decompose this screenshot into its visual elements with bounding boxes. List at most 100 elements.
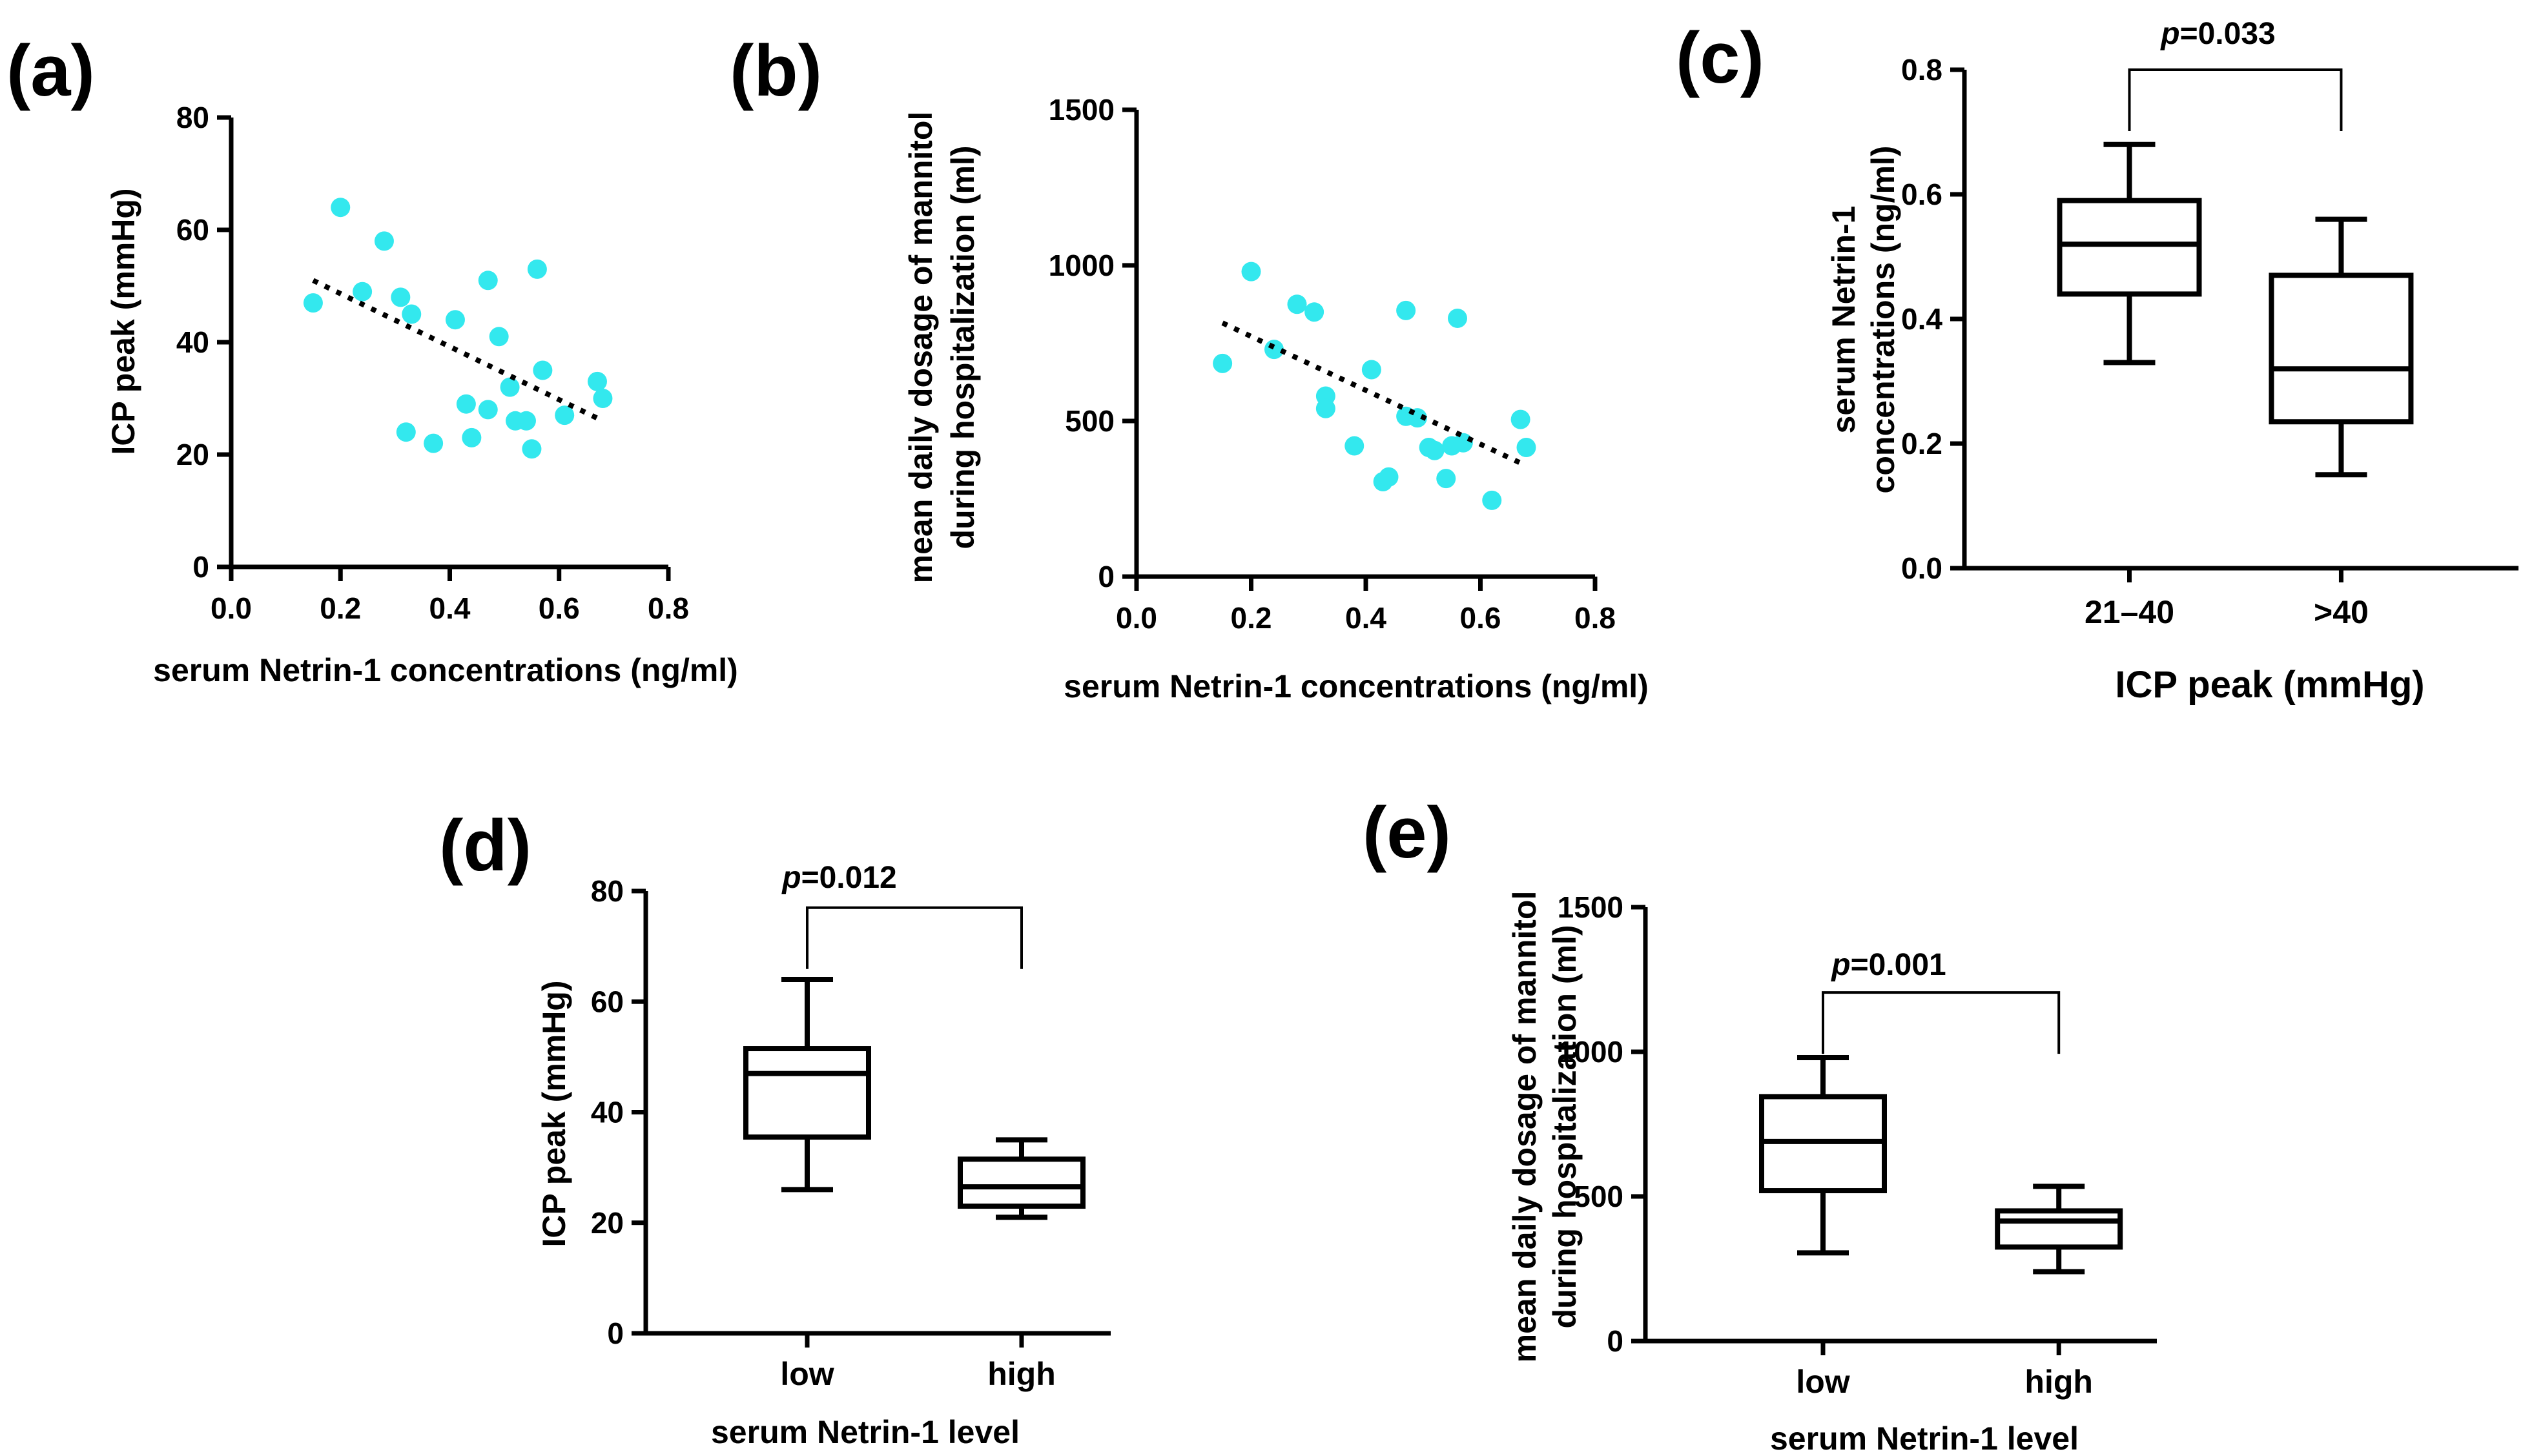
y-axis-label-d: ICP peak (mmHg) bbox=[536, 980, 572, 1247]
scatter-point-b bbox=[1516, 437, 1536, 457]
scatter-point-b bbox=[1287, 294, 1307, 314]
y-tick-label-d: 40 bbox=[591, 1096, 624, 1129]
trendline-b bbox=[1221, 320, 1522, 466]
x-category-label-e: high bbox=[2024, 1364, 2093, 1400]
scatter-point-b bbox=[1213, 353, 1233, 373]
trendline-a bbox=[312, 278, 604, 424]
x-category-label-e: low bbox=[1796, 1364, 1849, 1400]
x-tick-label-b: 0.4 bbox=[1345, 601, 1386, 635]
y-tick-label-c: 0.0 bbox=[1901, 551, 1942, 585]
y-tick-label-a: 40 bbox=[176, 325, 209, 359]
x-axis-label-e: serum Netrin-1 level bbox=[1770, 1420, 2079, 1456]
x-tick-label-a: 0.4 bbox=[429, 591, 471, 625]
y-tick-label-c: 0.2 bbox=[1901, 427, 1942, 460]
scatter-point-b bbox=[1241, 261, 1261, 282]
y-tick-label-e: 0 bbox=[1607, 1324, 1623, 1358]
y-tick-label-a: 0 bbox=[192, 550, 209, 584]
x-tick-label-a: 0.2 bbox=[320, 591, 361, 625]
scatter-point-a bbox=[353, 282, 373, 302]
y-tick-label-b: 500 bbox=[1065, 404, 1115, 438]
p-value-d: p=0.012 bbox=[781, 861, 896, 895]
y-tick-label-d: 60 bbox=[591, 985, 624, 1018]
scatter-point-b bbox=[1379, 467, 1399, 487]
y-tick-label-e: 1500 bbox=[1558, 890, 1623, 924]
x-tick-label-b: 0.8 bbox=[1574, 601, 1616, 635]
y-axis-label-c-line2: concentrations (ng/ml) bbox=[1865, 146, 1901, 494]
scatter-point-a bbox=[527, 259, 547, 279]
scatter-point-a bbox=[462, 427, 482, 447]
panel-label-a: (a) bbox=[6, 30, 95, 111]
x-tick-label-a: 0.8 bbox=[648, 591, 689, 625]
y-tick-label-b: 1000 bbox=[1049, 249, 1115, 282]
y-tick-label-a: 20 bbox=[176, 438, 209, 471]
p-symbol-c: p bbox=[2159, 17, 2179, 51]
y-tick-label-c: 0.6 bbox=[1901, 178, 1942, 211]
y-tick-label-b: 0 bbox=[1098, 560, 1115, 593]
scatter-point-a bbox=[424, 433, 444, 453]
scatter-point-a bbox=[331, 198, 351, 218]
significance-bracket-e bbox=[1822, 991, 2061, 1054]
scatter-point-b bbox=[1264, 340, 1284, 360]
panel-e: (e) serum Netrin-1 level mean daily dosa… bbox=[1363, 792, 2157, 1456]
scatter-point-b bbox=[1344, 436, 1364, 456]
scatter-point-b bbox=[1510, 409, 1530, 429]
x-axis-label-c: ICP peak (mmHg) bbox=[2115, 664, 2424, 706]
scatter-point-a bbox=[489, 327, 509, 347]
y-axis-label-b-line2: during hospitalization (ml) bbox=[945, 146, 981, 549]
box-iqr-e bbox=[1995, 1208, 2123, 1250]
significance-bracket-c bbox=[2128, 68, 2343, 131]
x-axis-label-d: serum Netrin-1 level bbox=[711, 1414, 1020, 1450]
scatter-point-a bbox=[303, 293, 323, 313]
scatter-point-a bbox=[445, 310, 465, 330]
box-iqr-c bbox=[2057, 198, 2202, 297]
x-tick-label-b: 0.6 bbox=[1460, 601, 1501, 635]
scatter-point-b bbox=[1361, 360, 1381, 380]
p-value-c: p=0.033 bbox=[2159, 17, 2275, 51]
x-category-label-c: >40 bbox=[2314, 594, 2369, 630]
p-symbol-d: p bbox=[781, 861, 801, 895]
p-number-e: =0.001 bbox=[1851, 948, 1946, 982]
y-tick-label-b: 1500 bbox=[1049, 93, 1115, 127]
scatter-point-b bbox=[1396, 300, 1416, 320]
y-tick-label-e: 500 bbox=[1574, 1180, 1623, 1213]
scatter-point-a bbox=[456, 394, 476, 414]
scatter-point-a bbox=[516, 411, 536, 431]
panel-label-d: (d) bbox=[439, 805, 531, 886]
panel-a: (a) serum Netrin-1 concentrations (ng/ml… bbox=[6, 30, 738, 688]
scatter-point-a bbox=[500, 377, 520, 397]
x-category-label-d: high bbox=[987, 1356, 1056, 1392]
y-tick-label-a: 60 bbox=[176, 213, 209, 247]
x-tick-label-a: 0.6 bbox=[539, 591, 580, 625]
panel-c: (c) ICP peak (mmHg) serum Netrin-1 conce… bbox=[1676, 17, 2518, 706]
scatter-point-a bbox=[593, 389, 613, 408]
box-iqr-d bbox=[958, 1156, 1086, 1209]
p-symbol-e: p bbox=[1830, 948, 1850, 982]
box-iqr-c bbox=[2269, 272, 2414, 425]
panel-label-e: (e) bbox=[1363, 792, 1451, 873]
y-axis-label-e-line1: mean daily dosage of mannitol bbox=[1507, 891, 1543, 1363]
significance-bracket-d bbox=[806, 906, 1023, 969]
y-tick-label-c: 0.8 bbox=[1901, 53, 1942, 87]
scatter-point-a bbox=[391, 287, 411, 307]
p-number-c: =0.033 bbox=[2180, 17, 2276, 51]
scatter-point-a bbox=[374, 231, 394, 251]
scatter-point-b bbox=[1315, 398, 1335, 418]
x-axis-label-a: serum Netrin-1 concentrations (ng/ml) bbox=[153, 652, 738, 688]
scatter-point-a bbox=[533, 360, 553, 380]
scatter-point-a bbox=[555, 405, 575, 426]
p-value-e: p=0.001 bbox=[1830, 948, 1946, 982]
scatter-point-b bbox=[1436, 469, 1456, 489]
x-tick-label-b: 0.0 bbox=[1116, 601, 1157, 635]
box-iqr-d bbox=[743, 1046, 871, 1140]
y-tick-label-d: 0 bbox=[607, 1317, 624, 1350]
y-axis-label-c-line1: serum Netrin-1 bbox=[1826, 206, 1862, 434]
p-number-d: =0.012 bbox=[801, 861, 897, 895]
scatter-point-a bbox=[396, 422, 416, 442]
y-tick-label-c: 0.4 bbox=[1901, 302, 1942, 336]
panel-d: (d) serum Netrin-1 level ICP peak (mmHg)… bbox=[439, 805, 1111, 1450]
scatter-point-b bbox=[1448, 308, 1467, 328]
scatter-point-a bbox=[522, 439, 542, 459]
y-tick-label-d: 80 bbox=[591, 874, 624, 908]
panel-label-b: (b) bbox=[730, 30, 822, 111]
